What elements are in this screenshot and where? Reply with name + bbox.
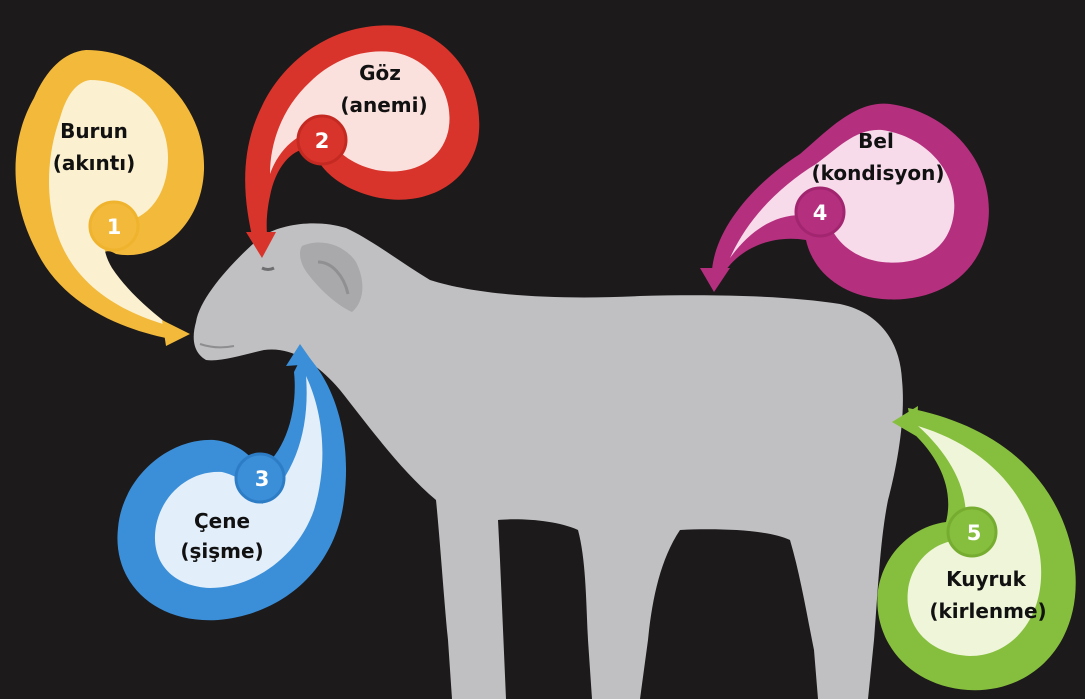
arrow-head-2 — [246, 232, 276, 258]
label-goz-title: Göz — [359, 61, 401, 85]
arrow-head-1 — [162, 320, 190, 346]
callout-burun: 1 Burun (akıntı) — [15, 50, 205, 346]
number-badge-2 — [296, 114, 348, 166]
number-1: 1 — [107, 215, 122, 239]
number-badge-5 — [946, 506, 998, 558]
number-5: 5 — [967, 521, 982, 545]
callout-cene: 3 Çene (şişme) — [117, 344, 347, 621]
number-2: 2 — [315, 129, 330, 153]
callout-4-inner — [730, 129, 955, 263]
label-cene-title: Çene — [194, 509, 250, 533]
sheep-silhouette — [193, 223, 903, 699]
label-burun-title: Burun — [60, 119, 128, 143]
arrow-head-4 — [700, 268, 730, 292]
number-badge-4 — [794, 186, 846, 238]
number-4: 4 — [813, 201, 828, 225]
callout-2-inner — [270, 51, 450, 174]
label-kuyruk-subtitle: (kirlenme) — [929, 599, 1046, 623]
callout-kuyruk: 5 Kuyruk (kirlenme) — [877, 406, 1076, 691]
number-badge-1 — [88, 200, 140, 252]
callout-goz: 2 Göz (anemi) — [245, 25, 480, 258]
number-3: 3 — [255, 467, 270, 491]
arrow-head-5 — [892, 406, 918, 436]
arrow-head-3 — [286, 344, 314, 366]
label-goz-subtitle: (anemi) — [340, 93, 427, 117]
label-kuyruk-title: Kuyruk — [946, 567, 1027, 591]
label-cene-subtitle: (şişme) — [180, 539, 263, 563]
callout-bel: 4 Bel (kondisyon) — [700, 103, 989, 300]
number-badge-3 — [234, 452, 286, 504]
label-bel-title: Bel — [858, 129, 894, 153]
label-burun-subtitle: (akıntı) — [53, 151, 136, 175]
label-bel-subtitle: (kondisyon) — [811, 161, 944, 185]
